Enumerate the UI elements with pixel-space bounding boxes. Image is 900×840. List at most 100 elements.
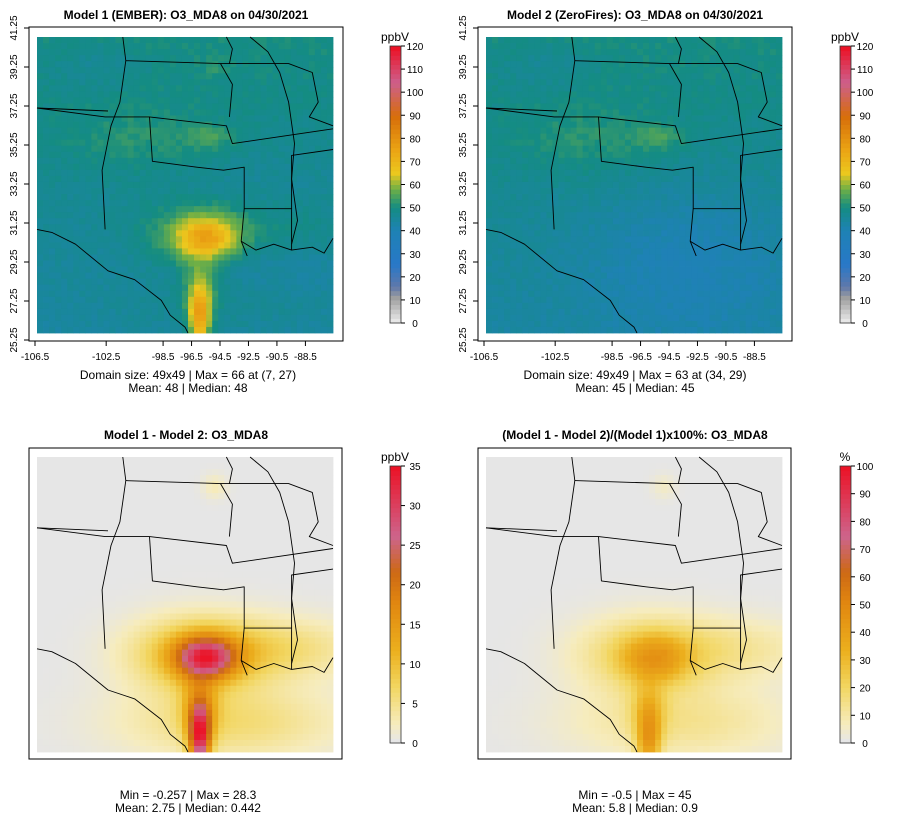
heatmap-cell: [637, 103, 644, 110]
heatmap-cell: [534, 73, 541, 80]
heatmap-cell: [163, 290, 171, 298]
colorbar-swatch: [390, 318, 401, 324]
heatmap-cell: [61, 37, 68, 44]
heatmap-cell: [739, 302, 747, 310]
heatmap-cell: [127, 127, 135, 135]
heatmap-cell: [721, 236, 729, 243]
heatmap-cell: [522, 73, 529, 80]
heatmap-cell: [679, 85, 686, 92]
heatmap-cell: [606, 163, 614, 171]
heatmap-cell: [618, 157, 626, 165]
heatmap-cell: [703, 320, 710, 328]
heatmap-cell: [769, 296, 777, 304]
heatmap-cell: [278, 254, 286, 261]
heatmap-cell: [655, 230, 662, 237]
heatmap-cell: [534, 37, 541, 44]
heatmap-cell: [121, 236, 129, 243]
heatmap-cell: [290, 115, 298, 122]
heatmap-cell: [115, 230, 122, 237]
heatmap-cell: [97, 85, 104, 92]
heatmap-cell: [600, 260, 608, 267]
heatmap-cell: [248, 308, 255, 316]
heatmap-cell: [630, 206, 638, 213]
heatmap-cell: [582, 194, 590, 201]
heatmap-cell: [97, 61, 104, 68]
heatmap-cell: [661, 163, 668, 171]
heatmap-cell: [630, 139, 638, 147]
heatmap-cell: [775, 109, 783, 116]
heatmap-cell: [667, 260, 674, 267]
heatmap-cell: [121, 242, 129, 249]
heatmap-cell: [133, 254, 141, 261]
heatmap-cell: [624, 79, 632, 86]
heatmap-cell: [37, 206, 44, 213]
heatmap-cell: [73, 103, 80, 110]
heatmap-cell: [504, 109, 511, 116]
heatmap-cell: [79, 326, 86, 334]
heatmap-cell: [79, 127, 86, 135]
heatmap-cell: [546, 163, 553, 171]
heatmap-cell: [691, 302, 698, 310]
heatmap-cell: [733, 73, 741, 80]
heatmap-cell: [582, 314, 590, 322]
heatmap-cell: [757, 230, 765, 237]
heatmap-cell: [528, 133, 535, 141]
heatmap-cell: [290, 181, 298, 189]
heatmap-cell: [763, 230, 771, 237]
state-border-line: [125, 60, 233, 117]
heatmap-cell: [570, 296, 578, 304]
heatmap-cell: [552, 314, 559, 322]
heatmap-cell: [218, 85, 225, 92]
heatmap-cell: [37, 260, 44, 267]
heatmap-cell: [492, 97, 499, 104]
heatmap-cell: [163, 169, 171, 177]
heatmap-cell: [37, 266, 44, 273]
heatmap-cell: [109, 266, 116, 273]
heatmap-cell: [703, 296, 710, 304]
heatmap-cell: [733, 109, 741, 116]
heatmap-cell: [600, 290, 608, 298]
heatmap-cell: [97, 290, 104, 298]
heatmap-cell: [175, 266, 183, 273]
heatmap-cell: [206, 61, 213, 68]
heatmap-cell: [516, 272, 523, 280]
heatmap-cell: [733, 218, 741, 225]
heatmap-cell: [709, 127, 716, 135]
heatmap-cell: [163, 284, 171, 292]
heatmap-cell: [558, 242, 565, 249]
colorbar-swatch: [390, 253, 401, 259]
heatmap-cell: [588, 109, 596, 116]
heatmap-cell: [188, 236, 195, 243]
heatmap-cell: [314, 254, 322, 261]
heatmap-cell: [655, 163, 662, 171]
heatmap-cell: [697, 260, 704, 267]
heatmap-cell: [733, 284, 741, 292]
heatmap-cell: [308, 272, 316, 280]
heatmap-cell: [558, 308, 565, 316]
heatmap-cell: [308, 212, 316, 219]
heatmap-cell: [85, 290, 92, 298]
heatmap-cell: [745, 73, 753, 80]
heatmap-cell: [763, 218, 771, 225]
heatmap-cell: [115, 169, 122, 177]
heatmap-cell: [296, 212, 304, 219]
heatmap-cell: [504, 200, 511, 207]
heatmap-cell: [115, 85, 122, 92]
heatmap-cell: [37, 218, 44, 225]
heatmap-cell: [175, 163, 183, 171]
heatmap-cell: [55, 320, 62, 328]
heatmap-cell: [85, 139, 92, 147]
heatmap-cell: [145, 115, 153, 122]
heatmap-cell: [516, 91, 523, 98]
heatmap-cell: [181, 61, 189, 68]
heatmap-cell: [200, 272, 207, 280]
heatmap-cell: [85, 218, 92, 225]
heatmap-cell: [715, 55, 722, 62]
heatmap-cell: [67, 61, 74, 68]
heatmap-cell: [308, 121, 316, 129]
heatmap-cell: [486, 175, 493, 183]
heatmap-cell: [133, 284, 141, 292]
heatmap-cell: [745, 218, 753, 225]
heatmap-cell: [679, 320, 686, 328]
heatmap-cell: [73, 224, 80, 231]
